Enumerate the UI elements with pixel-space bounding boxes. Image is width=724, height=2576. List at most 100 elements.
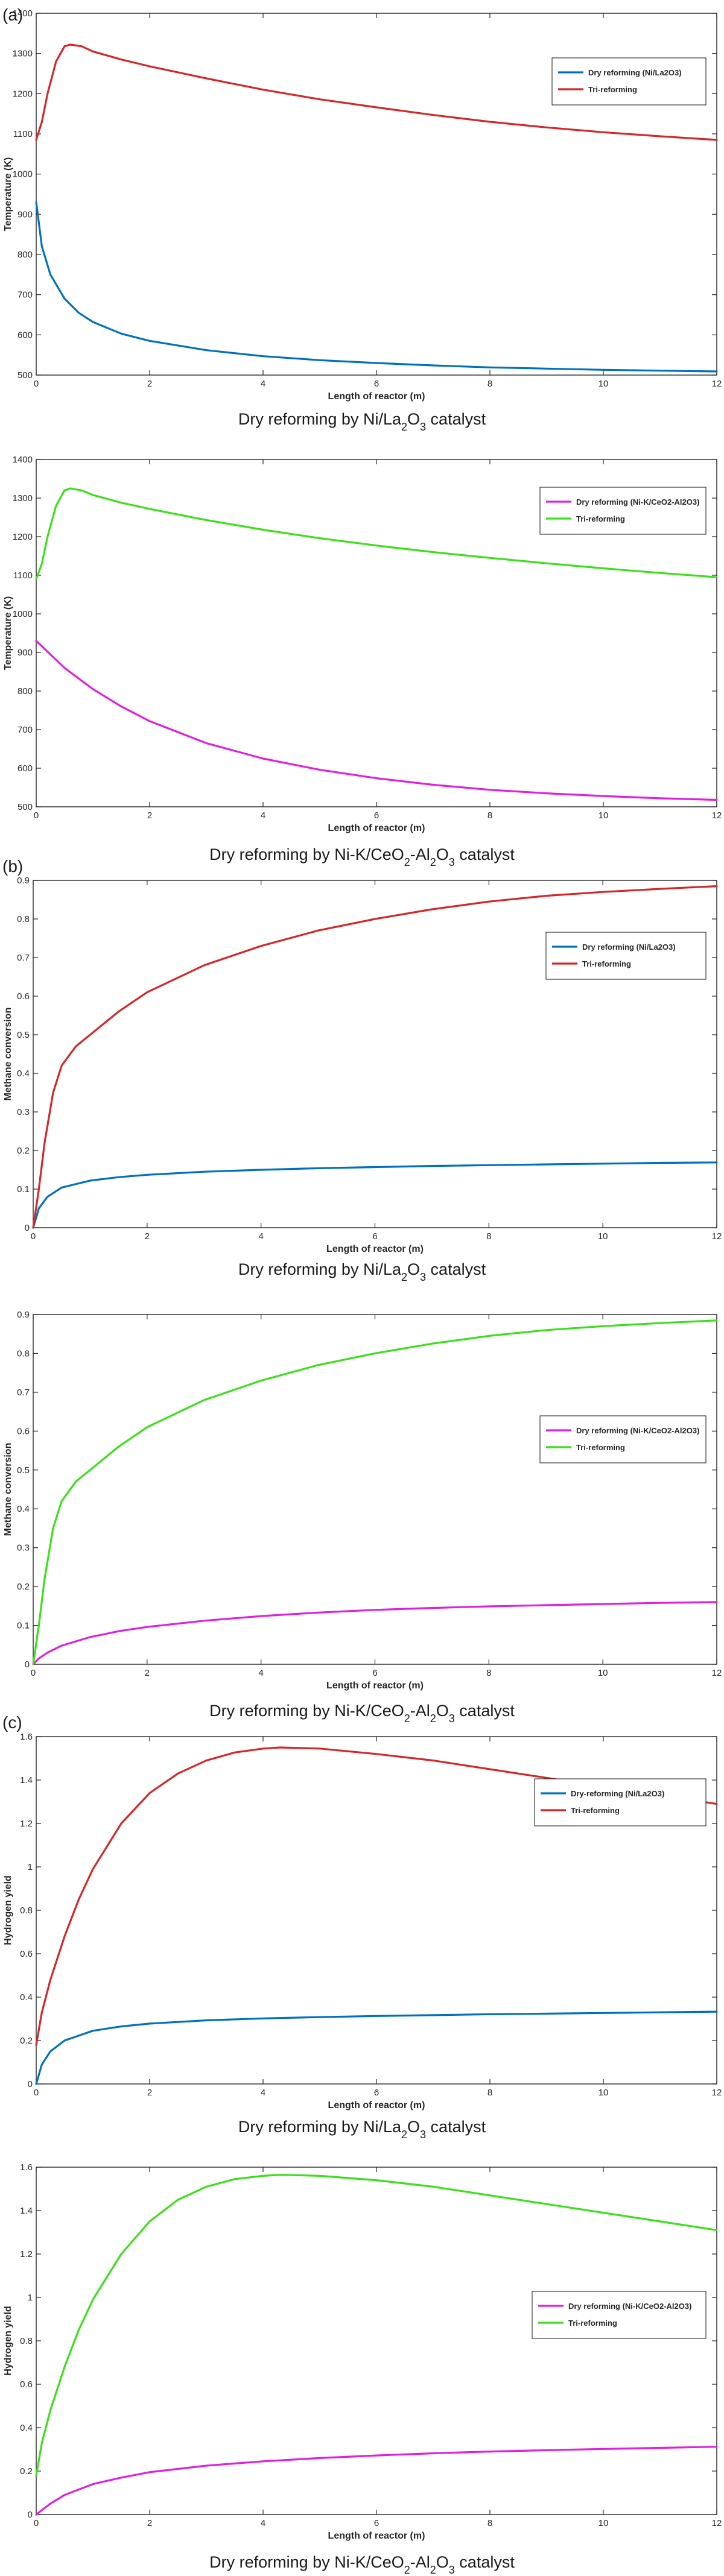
y-tick-label: 1400 [13,455,33,465]
x-tick-label: 6 [374,2518,379,2528]
series-line-green [32,1319,718,1665]
y-tick-label: 1 [28,2293,33,2303]
series-line-blue [35,201,718,373]
chart-5: (c) 0 2 4 6 8 10 12 0 0.2 0.4 0.6 0.8 1 1.2 1.4 1.6 Lengt… [2,1713,722,2141]
chart-3: (b) 0 2 4 6 8 10 12 0 0.1 0.2 0.3 0.4 0.5 0.6 0.7 0.8 0.9… [2,857,722,1283]
y-tick-label: 0.6 [17,1426,30,1436]
chart-caption: Dry reforming by Ni/La2O3 catalyst [238,410,486,433]
y-tick-label: 0.5 [17,1465,30,1476]
x-tick-label: 0 [31,1668,36,1678]
legend: Dry reforming (Ni-K/CeO2-Al2O3) Tri-refor… [539,487,707,535]
y-tick-label: 0 [25,1223,30,1233]
x-tick-label: 2 [145,1231,150,1242]
y-tick-label: 1200 [13,532,33,542]
legend-entry: Tri-reforming [588,85,637,94]
series-line-blue [35,2010,718,2085]
x-tick-label: 10 [599,379,609,389]
x-tick-label: 6 [374,379,379,389]
y-tick-label: 600 [17,330,33,340]
legend-box [545,932,707,980]
y-tick-label: 1100 [13,570,33,581]
y-axis-label: Temperature (K) [3,157,13,231]
legend-entry: Tri-reforming [576,514,625,523]
y-tick-label: 1.4 [20,2206,33,2216]
y-tick-label: 1400 [13,8,33,19]
x-tick-label: 8 [486,1231,491,1242]
y-tick-label: 1.4 [20,1775,33,1785]
legend-box [551,57,707,106]
panel-label: (c) [2,1713,22,1732]
chart-6: 0 2 4 6 8 10 12 0 0.2 0.4 0.6 0.8 1 1.2 1.4 1.6 Length o… [3,2162,722,2576]
y-tick-label: 1 [28,1862,33,1872]
x-tick-label: 6 [372,1668,377,1678]
x-tick-label: 2 [147,2518,152,2528]
x-tick-label: 2 [147,810,152,821]
x-tick-label: 12 [712,2088,722,2098]
x-tick-label: 6 [372,1231,377,1242]
x-tick-label: 6 [374,810,379,821]
y-axis-label: Hydrogen yield [3,2306,13,2376]
legend-box [532,2291,707,2339]
y-tick-label: 0.6 [20,1949,33,1959]
y-tick-label: 0.7 [17,1387,30,1398]
x-tick-label: 4 [261,810,265,821]
legend: Dry reforming (Ni-K/CeO2-Al2O3) Tri-refor… [539,1415,707,1463]
x-tick-label: 10 [599,2088,609,2098]
legend-entry: Dry reforming (Ni-K/CeO2-Al2O3) [568,2302,691,2311]
legend-box [539,1415,707,1463]
y-tick-label: 1.6 [20,2162,33,2173]
legend-box [534,1778,707,1826]
y-tick-label: 900 [17,648,33,658]
y-tick-label: 1300 [13,493,33,504]
y-tick-label: 0.1 [17,1621,30,1631]
y-tick-label: 0.4 [20,2423,33,2433]
x-tick-label: 8 [486,1668,491,1678]
x-tick-label: 8 [487,2518,492,2528]
chart-caption: Dry reforming by Ni/La2O3 catalyst [238,1260,486,1283]
chart-caption: Dry reforming by Ni-K/CeO2-Al2O3 catalys… [209,2553,515,2576]
legend: Dry reforming (Ni-K/CeO2-Al2O3) Tri-refor… [532,2291,707,2339]
x-tick-label: 0 [34,2088,39,2098]
y-tick-label: 700 [17,725,33,735]
plot-area [36,2167,717,2515]
x-axis-label: Length of reactor (m) [328,823,425,833]
y-tick-label: 0.9 [17,876,30,886]
legend: Dry-reforming (Ni/La2O3) Tri-reforming [534,1778,707,1826]
x-tick-label: 4 [258,1231,263,1242]
y-tick-label: 1.2 [20,1819,33,1829]
legend-entry: Dry-reforming (Ni/La2O3) [571,1789,664,1798]
y-tick-label: 1.2 [20,2249,33,2259]
y-tick-label: 500 [17,370,33,380]
y-tick-label: 800 [17,686,33,696]
y-tick-label: 800 [17,250,33,260]
legend: Dry reforming (Ni/La2O3) Tri-reforming [551,57,707,106]
x-tick-label: 12 [712,810,722,821]
legend-entry: Tri-reforming [582,959,631,968]
legend-entry: Dry reforming (Ni/La2O3) [588,68,682,77]
x-tick-label: 12 [712,1668,722,1678]
legend: Dry reforming (Ni/La2O3) Tri-reforming [545,932,707,980]
x-tick-label: 12 [712,379,722,389]
y-tick-label: 0.2 [17,1582,30,1592]
y-tick-label: 0.6 [20,2379,33,2390]
plot-area [33,1314,717,1665]
x-tick-label: 8 [487,379,492,389]
y-tick-label: 1000 [13,169,33,180]
y-tick-label: 0.8 [20,1905,33,1916]
y-tick-label: 1100 [13,129,33,139]
y-tick-label: 600 [17,763,33,774]
x-tick-label: 2 [145,1668,150,1678]
y-tick-label: 900 [17,209,33,219]
legend-entry: Tri-reforming [576,1443,625,1452]
y-tick-label: 0.3 [17,1107,30,1117]
chart-caption: Dry reforming by Ni-K/CeO2-Al2O3 catalys… [209,845,515,868]
y-axis-label: Methane conversion [3,1008,13,1101]
y-tick-label: 0.3 [17,1543,30,1553]
series-line-red [35,1746,718,2046]
x-tick-label: 0 [31,1231,36,1242]
y-tick-label: 0.4 [17,1504,30,1514]
y-tick-label: 0.9 [17,1310,30,1320]
chart-1: (a) 0 2 4 6 8 10 12 500 600 700 800 900 1000 1100 1200 1… [2,5,722,433]
legend-entry: Tri-reforming [571,1806,620,1815]
